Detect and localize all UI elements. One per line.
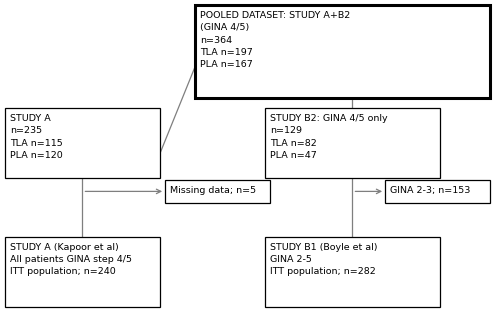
Text: STUDY B2: GINA 4/5 only
n=129
TLA n=82
PLA n=47: STUDY B2: GINA 4/5 only n=129 TLA n=82 P… [270, 114, 388, 160]
Text: STUDY A
n=235
TLA n=115
PLA n=120: STUDY A n=235 TLA n=115 PLA n=120 [10, 114, 63, 160]
Bar [385, 180, 490, 203]
Text: POOLED DATASET: STUDY A+B2
(GINA 4/5)
n=364
TLA n=197
PLA n=167: POOLED DATASET: STUDY A+B2 (GINA 4/5) n=… [200, 11, 350, 69]
Text: STUDY A (Kapoor et al)
All patients GINA step 4/5
ITT population; n=240: STUDY A (Kapoor et al) All patients GINA… [10, 243, 132, 276]
Bar [5, 108, 160, 178]
Bar [265, 108, 440, 178]
Bar [165, 180, 270, 203]
Bar [265, 237, 440, 307]
Bar [195, 5, 490, 98]
Text: GINA 2-3; n=153: GINA 2-3; n=153 [390, 186, 470, 195]
Bar [5, 237, 160, 307]
Text: STUDY B1 (Boyle et al)
GINA 2-5
ITT population; n=282: STUDY B1 (Boyle et al) GINA 2-5 ITT popu… [270, 243, 378, 276]
Text: Missing data; n=5: Missing data; n=5 [170, 186, 256, 195]
